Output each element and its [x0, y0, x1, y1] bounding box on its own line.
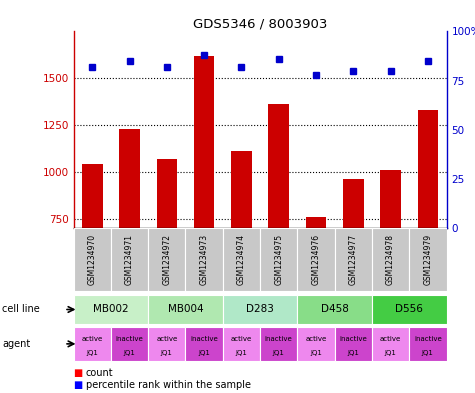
Bar — [194, 56, 214, 228]
Bar — [74, 296, 148, 324]
Bar — [409, 228, 446, 291]
Bar — [409, 327, 446, 361]
Text: GSM1234978: GSM1234978 — [386, 234, 395, 285]
Text: GSM1234977: GSM1234977 — [349, 234, 358, 285]
Bar — [148, 228, 185, 291]
Text: JQ1: JQ1 — [161, 350, 173, 356]
Bar — [297, 327, 335, 361]
Text: JQ1: JQ1 — [385, 350, 397, 356]
Text: MB002: MB002 — [93, 305, 129, 314]
Text: JQ1: JQ1 — [236, 350, 247, 356]
Title: GDS5346 / 8003903: GDS5346 / 8003903 — [193, 17, 327, 30]
Text: GSM1234973: GSM1234973 — [200, 234, 209, 285]
Text: GSM1234976: GSM1234976 — [312, 234, 321, 285]
Bar — [119, 129, 140, 228]
Bar — [297, 296, 372, 324]
Bar — [223, 296, 297, 324]
Text: active: active — [305, 336, 327, 342]
Bar — [260, 327, 297, 361]
Text: JQ1: JQ1 — [124, 350, 135, 356]
Bar — [297, 228, 335, 291]
Bar — [334, 228, 372, 291]
Text: inactive: inactive — [190, 336, 218, 342]
Bar — [268, 105, 289, 228]
Text: agent: agent — [2, 339, 30, 349]
Bar — [111, 228, 148, 291]
Text: GSM1234975: GSM1234975 — [274, 234, 283, 285]
Text: inactive: inactive — [265, 336, 293, 342]
Bar — [260, 228, 297, 291]
Text: active: active — [156, 336, 178, 342]
Text: inactive: inactive — [414, 336, 442, 342]
Text: ■: ■ — [74, 380, 83, 390]
Text: MB004: MB004 — [168, 305, 203, 314]
Bar — [418, 110, 438, 228]
Text: active: active — [380, 336, 401, 342]
Text: count: count — [86, 368, 113, 378]
Text: JQ1: JQ1 — [86, 350, 98, 356]
Text: D283: D283 — [246, 305, 274, 314]
Text: inactive: inactive — [340, 336, 367, 342]
Bar — [223, 228, 260, 291]
Bar — [111, 327, 148, 361]
Text: D458: D458 — [321, 305, 349, 314]
Bar — [148, 327, 185, 361]
Bar — [343, 179, 363, 228]
Bar — [74, 228, 111, 291]
Bar — [380, 170, 401, 228]
Text: inactive: inactive — [116, 336, 143, 342]
Bar — [231, 151, 252, 228]
Bar — [223, 327, 260, 361]
Bar — [334, 327, 372, 361]
Text: JQ1: JQ1 — [198, 350, 210, 356]
Text: GSM1234970: GSM1234970 — [88, 234, 97, 285]
Text: ■: ■ — [74, 368, 83, 378]
Bar — [157, 159, 177, 228]
Text: JQ1: JQ1 — [422, 350, 434, 356]
Bar — [185, 327, 223, 361]
Bar — [74, 327, 111, 361]
Text: JQ1: JQ1 — [347, 350, 359, 356]
Text: GSM1234971: GSM1234971 — [125, 234, 134, 285]
Text: active: active — [231, 336, 252, 342]
Text: active: active — [82, 336, 103, 342]
Text: GSM1234972: GSM1234972 — [162, 234, 171, 285]
Bar — [82, 164, 103, 228]
Bar — [306, 217, 326, 228]
Text: JQ1: JQ1 — [310, 350, 322, 356]
Bar — [372, 327, 409, 361]
Bar — [148, 296, 223, 324]
Bar — [372, 296, 446, 324]
Text: D556: D556 — [395, 305, 423, 314]
Text: GSM1234974: GSM1234974 — [237, 234, 246, 285]
Bar — [185, 228, 223, 291]
Text: GSM1234979: GSM1234979 — [423, 234, 432, 285]
Text: percentile rank within the sample: percentile rank within the sample — [86, 380, 250, 390]
Bar — [372, 228, 409, 291]
Text: cell line: cell line — [2, 305, 40, 314]
Text: JQ1: JQ1 — [273, 350, 285, 356]
